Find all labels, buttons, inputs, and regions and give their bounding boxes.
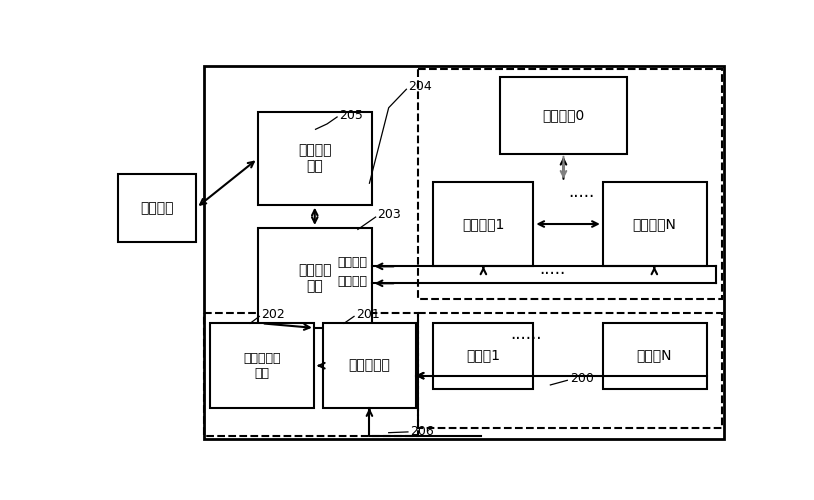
- Bar: [210, 324, 314, 408]
- Text: 205: 205: [339, 109, 362, 122]
- Text: 200: 200: [570, 372, 593, 384]
- Text: 数据中心: 数据中心: [140, 201, 173, 215]
- Bar: [418, 69, 722, 298]
- Bar: [501, 77, 628, 154]
- Bar: [323, 324, 416, 408]
- Text: 204: 204: [408, 80, 431, 92]
- Text: 前端系统0: 前端系统0: [542, 108, 584, 122]
- Bar: [258, 228, 372, 328]
- Text: ·····: ·····: [539, 265, 565, 283]
- Bar: [118, 174, 196, 242]
- Text: 网络传输
模块: 网络传输 模块: [298, 144, 331, 174]
- Bar: [204, 66, 724, 439]
- Text: 控制信号: 控制信号: [337, 276, 367, 288]
- Text: 前端系统N: 前端系统N: [632, 217, 676, 231]
- Text: 车辆检测器: 车辆检测器: [348, 358, 391, 372]
- Bar: [433, 182, 533, 266]
- Text: ·····: ·····: [568, 188, 594, 206]
- Bar: [204, 312, 418, 436]
- Text: 视频信号: 视频信号: [337, 256, 367, 269]
- Bar: [433, 324, 533, 389]
- Text: 线圈组1: 线圈组1: [466, 348, 501, 362]
- Text: 206: 206: [410, 426, 434, 438]
- Text: 202: 202: [260, 308, 285, 320]
- Bar: [258, 112, 372, 205]
- Text: 201: 201: [357, 308, 380, 320]
- Text: ······: ······: [510, 330, 541, 347]
- Bar: [418, 312, 722, 428]
- Text: 前端系统1: 前端系统1: [462, 217, 505, 231]
- Text: 车牌识别
模块: 车牌识别 模块: [298, 263, 331, 293]
- Bar: [602, 324, 707, 389]
- Text: 车检器控制
模块: 车检器控制 模块: [243, 352, 280, 380]
- Bar: [602, 182, 707, 266]
- Text: 线圈组N: 线圈组N: [637, 348, 672, 362]
- Text: 203: 203: [377, 208, 400, 220]
